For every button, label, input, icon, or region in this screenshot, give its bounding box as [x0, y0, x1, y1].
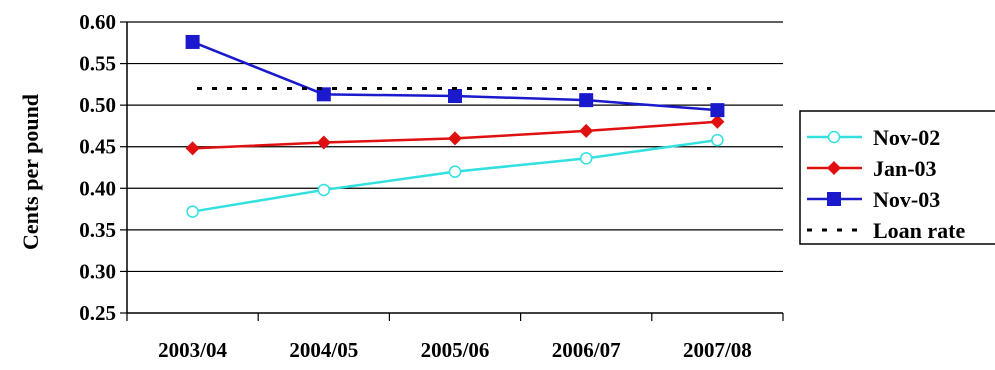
- series-nov-02: [186, 133, 724, 218]
- data-point: [711, 133, 724, 147]
- y-tick-label: 0.30: [79, 259, 116, 283]
- legend-label: Jan-03: [873, 156, 937, 181]
- y-tick-label: 0.50: [79, 93, 116, 117]
- data-point: [827, 192, 841, 206]
- x-tick-label: 2007/08: [683, 338, 752, 362]
- x-tick-label: 2003/04: [158, 338, 227, 362]
- data-point: [710, 103, 725, 118]
- data-point: [579, 152, 593, 165]
- y-tick-label: 0.35: [79, 218, 116, 242]
- data-point: [579, 93, 594, 108]
- data-point: [316, 87, 331, 102]
- tick-labels: 0.25 0.30 0.35 0.40 0.45 0.50 0.55 0.60 2003/04 2…: [79, 10, 752, 362]
- series: [185, 34, 725, 218]
- data-point: [185, 34, 200, 49]
- series-nov-03: [185, 34, 725, 118]
- data-point: [827, 161, 841, 175]
- legend-label: Loan rate: [873, 218, 966, 243]
- y-axis-title: Cents per pound: [18, 94, 43, 250]
- y-tick-label: 0.55: [79, 52, 116, 76]
- x-tick-label: 2004/05: [289, 338, 358, 362]
- series-jan-03: [185, 114, 725, 156]
- y-tick-label: 0.40: [79, 176, 116, 200]
- data-point: [448, 165, 462, 178]
- data-point: [316, 135, 331, 150]
- data-point: [710, 114, 725, 129]
- axes: [120, 21, 784, 321]
- legend-label: Nov-03: [873, 187, 940, 212]
- legend: Nov-02 Jan-03 Nov-03 Loan rate: [799, 110, 995, 245]
- data-point: [448, 88, 462, 103]
- legend-item: Nov-02: [807, 125, 940, 150]
- legend-item: Nov-03: [807, 187, 940, 212]
- data-point: [827, 130, 841, 144]
- x-tick-label: 2006/07: [552, 338, 621, 362]
- data-point: [185, 141, 200, 156]
- legend-label: Nov-02: [873, 125, 940, 150]
- data-point: [448, 131, 462, 146]
- data-point: [186, 205, 199, 218]
- y-tick-label: 0.60: [79, 10, 116, 34]
- y-tick-label: 0.25: [79, 301, 116, 325]
- data-point: [579, 123, 594, 138]
- legend-item: Jan-03: [807, 156, 937, 181]
- legend-item: Loan rate: [807, 218, 966, 243]
- y-tick-label: 0.45: [79, 135, 116, 159]
- data-point: [317, 183, 331, 197]
- x-tick-label: 2005/06: [421, 338, 490, 362]
